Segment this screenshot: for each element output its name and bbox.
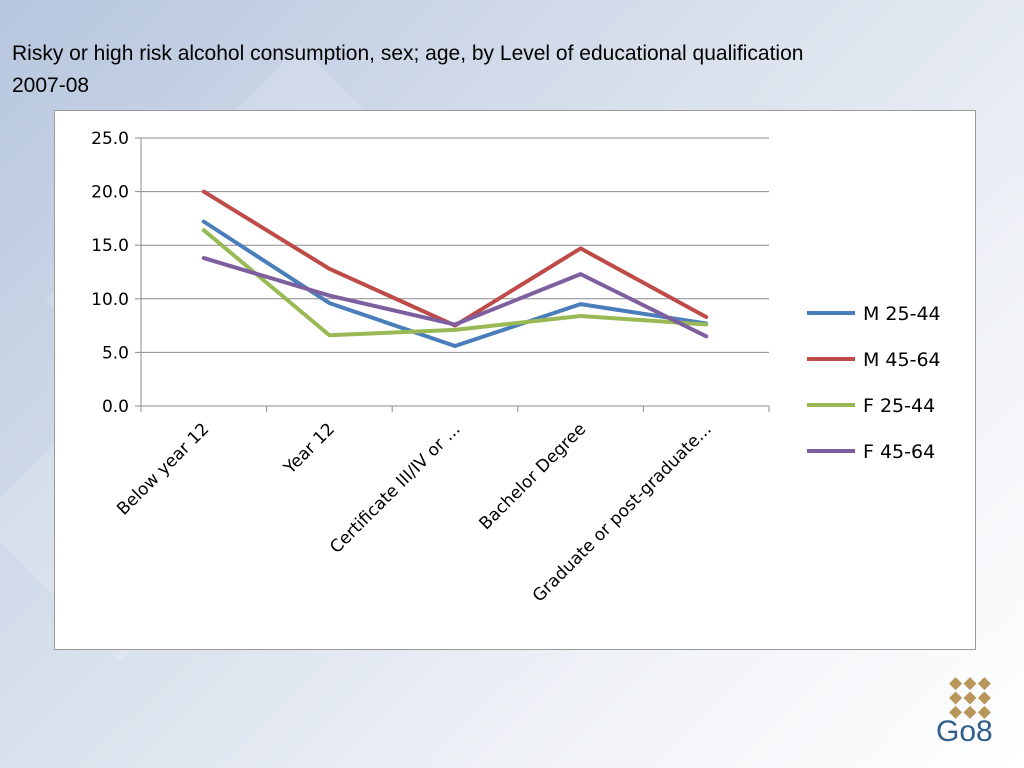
logo-diamond [949, 691, 963, 705]
legend-label: M 25-44 [863, 303, 941, 325]
series-line-f-45-64 [201, 256, 709, 339]
series-lines [201, 189, 709, 348]
x-category-label: Year 12 [280, 419, 339, 478]
gridlines [141, 137, 769, 353]
logo-diamond [963, 677, 977, 691]
go8-logo-icon [949, 677, 991, 719]
chart-container: 0.0 5.0 10.0 15.0 20.0 25.0 Below year 12 Year… [54, 110, 976, 650]
series-line-m-25-44 [201, 219, 709, 348]
y-tick-label: 25.0 [91, 129, 129, 149]
legend: M 25-44 M 45-64 F 25-44 F 45-64 [807, 303, 941, 463]
y-tick-label: 20.0 [91, 183, 129, 203]
y-tick-labels: 0.0 5.0 10.0 15.0 20.0 25.0 [91, 129, 129, 417]
go8-logo-text: Go8 [936, 715, 993, 748]
logo-diamond [963, 705, 977, 719]
legend-label: M 45-64 [863, 349, 941, 371]
logo-diamond [949, 677, 963, 691]
x-category-label: Bachelor Degree [476, 419, 591, 534]
legend-label: F 25-44 [863, 395, 935, 417]
slide-title-year: 2007-08 [12, 74, 90, 97]
y-tick-label: 0.0 [102, 397, 129, 417]
logo-diamond [977, 705, 991, 719]
x-category-label: Below year 12 [113, 419, 213, 519]
y-tick-label: 10.0 [91, 290, 129, 310]
logo-diamond [949, 705, 963, 719]
x-category-label: Certificate III/IV or ... [326, 419, 464, 557]
logo-diamond [963, 691, 977, 705]
y-tick-label: 5.0 [102, 343, 129, 363]
y-tick-label: 15.0 [91, 236, 129, 256]
logo-diamond [977, 677, 991, 691]
legend-label: F 45-64 [863, 441, 935, 463]
slide-title: Risky or high risk alcohol consumption, … [12, 42, 804, 65]
line-chart: 0.0 5.0 10.0 15.0 20.0 25.0 Below year 12 Year… [91, 129, 941, 606]
axes [135, 137, 770, 412]
series-line-f-25-44 [201, 228, 709, 338]
series-line-m-45-64 [201, 189, 709, 328]
logo-diamond [977, 691, 991, 705]
